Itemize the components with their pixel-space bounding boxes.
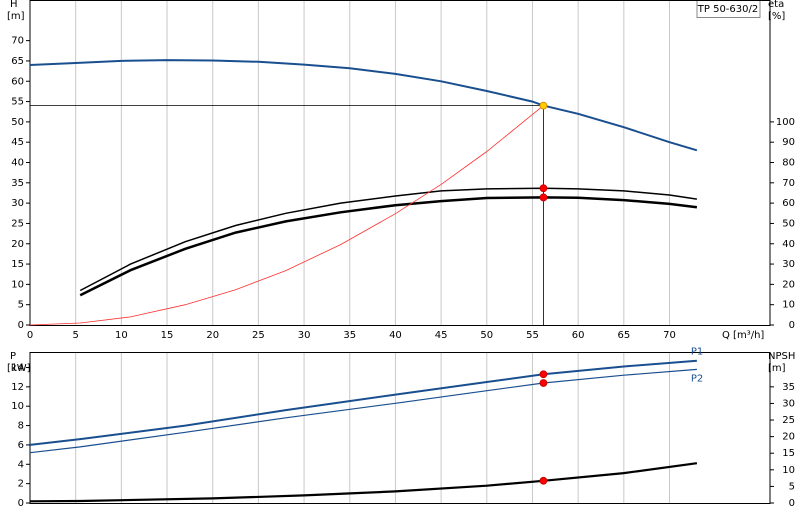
y2-tick-label: 60 (782, 198, 795, 209)
y2-tick-label: 50 (782, 218, 795, 229)
duty-point (539, 476, 548, 485)
y-tick-label: 0 (18, 498, 24, 509)
plot-frame (29, 352, 771, 504)
y2-axis-unit: [%] (768, 11, 785, 22)
y-tick-label: 2 (18, 479, 24, 490)
series-label: P2 (691, 373, 703, 384)
y2-axis-label: NPSH (768, 351, 795, 362)
duty-point (539, 193, 548, 202)
y2-axis-label: eta (768, 0, 784, 10)
x-tick-label: 5 (72, 330, 78, 341)
x-tick-label: 50 (480, 330, 493, 341)
y2-tick-label: 15 (782, 448, 795, 459)
x-tick-label: 20 (206, 330, 219, 341)
y-axis-label: P (10, 351, 16, 362)
y-tick-label: 10 (11, 401, 24, 412)
y2-tick-label: 90 (782, 137, 795, 148)
x-tick-label: 10 (115, 330, 128, 341)
x-tick-label: 35 (343, 330, 356, 341)
y-tick-label: 40 (11, 158, 24, 169)
y2-tick-label: 20 (782, 432, 795, 443)
y2-tick-label: 100 (776, 117, 795, 128)
y2-tick-label: 0 (789, 320, 795, 331)
y-tick-label: 25 (11, 218, 24, 229)
y-tick-label: 12 (11, 382, 24, 393)
y2-tick-label: 0 (789, 498, 795, 509)
y2-tick-label: 25 (782, 415, 795, 426)
y2-tick-label: 70 (782, 178, 795, 189)
y2-tick-label: 35 (782, 382, 795, 393)
x-tick-label: 15 (161, 330, 174, 341)
x-tick-label: 25 (252, 330, 265, 341)
y-tick-label: 15 (11, 259, 24, 270)
x-tick-label: 70 (663, 330, 676, 341)
duty-point (539, 101, 548, 110)
y-tick-label: 60 (11, 76, 24, 87)
y2-tick-label: 10 (782, 300, 795, 311)
x-tick-label: 40 (389, 330, 402, 341)
y-tick-label: 5 (18, 300, 24, 311)
y-tick-label: 20 (11, 239, 24, 250)
y-tick-label: 30 (11, 198, 24, 209)
y2-tick-label: 10 (782, 465, 795, 476)
y-tick-label: 10 (11, 279, 24, 290)
y-axis-unit: [m] (7, 11, 25, 22)
y-tick-label: 45 (11, 137, 24, 148)
y-tick-label: 6 (18, 440, 24, 451)
y-tick-label: 65 (11, 56, 24, 67)
y2-axis-unit: [m] (768, 363, 786, 374)
y2-tick-label: 30 (782, 259, 795, 270)
x-tick-label: 55 (526, 330, 539, 341)
y-tick-label: 8 (18, 421, 24, 432)
duty-point (539, 184, 548, 193)
x-axis-label: Q [m³/h] (722, 330, 764, 341)
y-axis-label: H (10, 0, 18, 10)
curve (29, 105, 544, 326)
series-label: P1 (691, 347, 703, 358)
x-tick-label: 45 (435, 330, 448, 341)
x-tick-label: 60 (572, 330, 585, 341)
y2-tick-label: 20 (782, 279, 795, 290)
y-tick-label: 50 (11, 117, 24, 128)
x-tick-label: 0 (27, 330, 33, 341)
y-tick-label: 0 (18, 320, 24, 331)
y-tick-label: 14 (11, 362, 24, 373)
y2-tick-label: 30 (782, 398, 795, 409)
y2-tick-label: 80 (782, 158, 795, 169)
y-tick-label: 70 (11, 36, 24, 47)
y2-tick-label: 5 (789, 481, 795, 492)
y-tick-label: 4 (18, 459, 24, 470)
chart-title: TP 50-630/2 (697, 4, 758, 15)
x-tick-label: 30 (298, 330, 311, 341)
curve (29, 359, 697, 446)
y-axis-unit: [kW] (7, 363, 31, 374)
x-tick-label: 65 (617, 330, 630, 341)
curve (29, 59, 698, 152)
curve (79, 187, 698, 292)
curve (29, 462, 698, 503)
y-tick-label: 55 (11, 97, 24, 108)
curve (79, 196, 698, 297)
y2-tick-label: 40 (782, 239, 795, 250)
y-tick-label: 35 (11, 178, 24, 189)
duty-point (539, 370, 548, 379)
curve (29, 368, 697, 454)
duty-point (539, 379, 548, 387)
